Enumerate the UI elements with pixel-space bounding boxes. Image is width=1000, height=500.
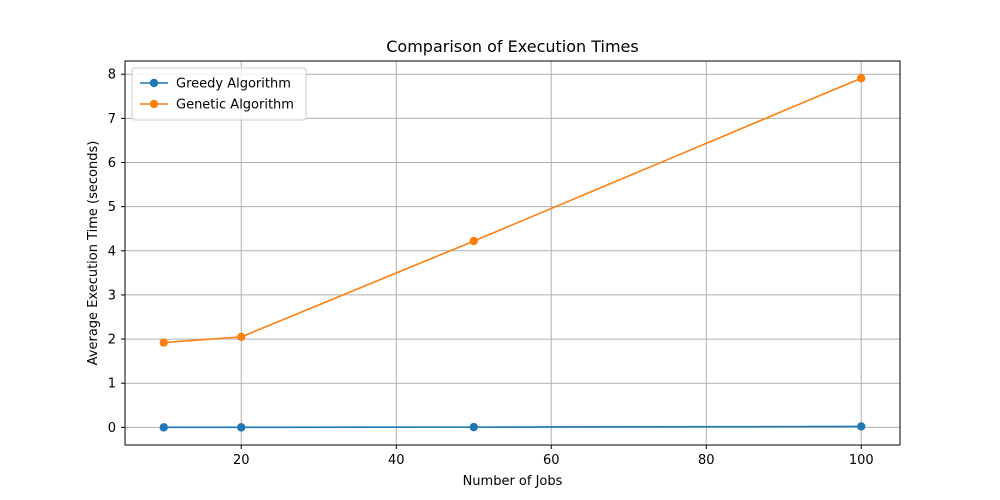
x-tick-label: 20 [233,453,250,468]
legend-marker [149,78,159,88]
series-line-0 [163,425,862,429]
plot-frame [124,60,901,446]
legend: Greedy Algorithm Genetic Algorithm [131,67,307,121]
data-point [469,236,478,246]
x-axis-label: Number of Jobs [463,474,563,489]
y-tick-label: 7 [108,112,116,127]
legend-label: Greedy Algorithm [176,77,291,92]
data-point [857,422,866,431]
x-tick-label: 80 [698,453,715,468]
y-tick-label: 3 [108,288,116,303]
data-point [237,332,246,342]
x-tick-label: 100 [849,453,874,468]
y-tick-label: 1 [108,377,116,392]
legend-marker [149,99,159,109]
data-point [237,423,246,432]
x-tick-label: 40 [388,453,405,468]
y-tick-label: 6 [108,156,116,171]
chart-title: Comparison of Execution Times [386,37,638,56]
y-tick-label: 2 [108,333,116,348]
legend-label: Genetic Algorithm [176,98,294,113]
x-tick-label: 60 [543,453,560,468]
y-tick-label: 8 [108,68,116,83]
y-tick-label: 0 [108,421,116,436]
data-point [469,422,478,432]
data-point [159,423,168,432]
y-axis-label: Average Execution Time (seconds) [86,141,101,366]
y-tick-label: 4 [108,244,116,259]
ticks: 20 40 60 80 100 0 1 2 3 4 5 6 7 8 [108,68,874,468]
series-layer [159,74,866,432]
data-point [857,74,866,83]
legend-box [131,67,307,121]
series-line-1 [163,77,862,344]
y-tick-label: 5 [108,200,116,215]
data-point [159,338,168,347]
